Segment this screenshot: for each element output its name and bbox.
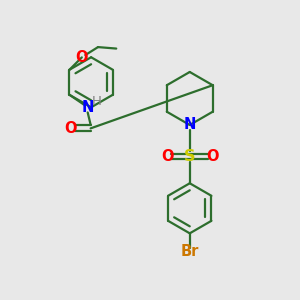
Text: O: O xyxy=(161,149,173,164)
Text: S: S xyxy=(184,149,196,164)
Text: H: H xyxy=(92,95,102,108)
Text: N: N xyxy=(184,118,196,133)
Text: O: O xyxy=(76,50,88,65)
Text: N: N xyxy=(82,100,94,115)
Text: O: O xyxy=(65,121,77,136)
Text: Br: Br xyxy=(181,244,199,259)
Text: O: O xyxy=(206,149,219,164)
